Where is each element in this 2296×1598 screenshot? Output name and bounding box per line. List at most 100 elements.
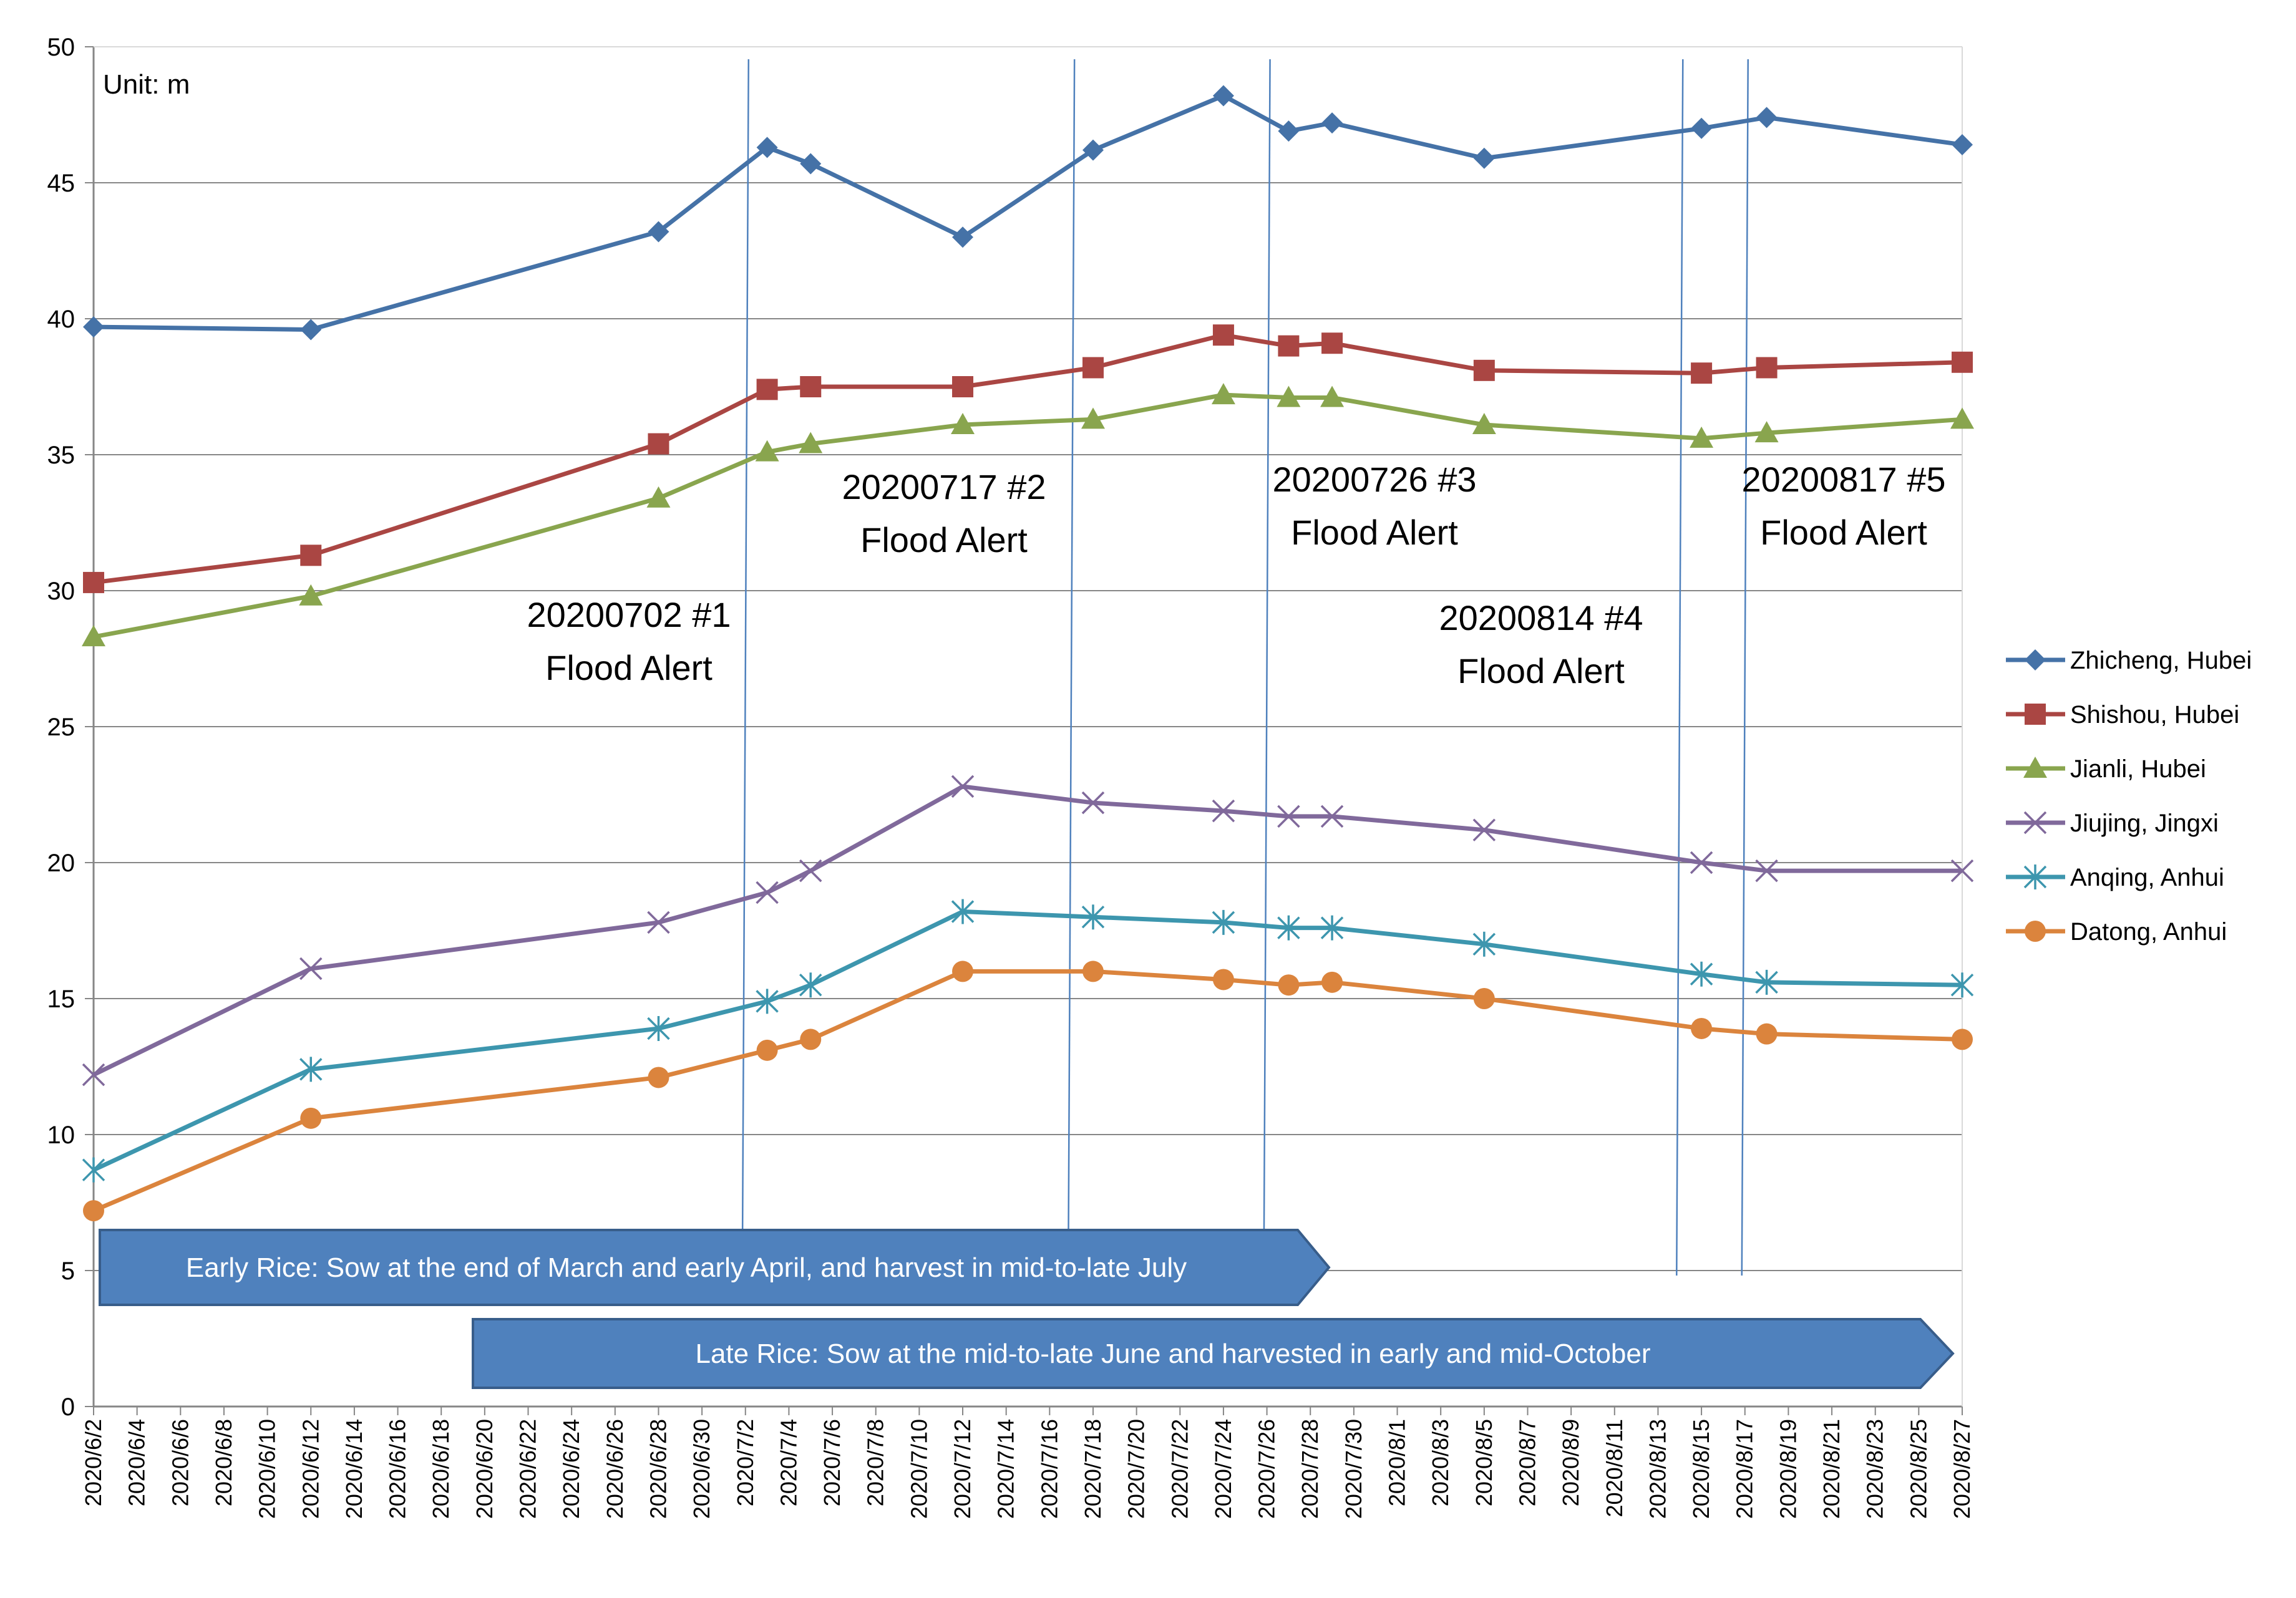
banner-text: Late Rice: Sow at the mid-to-late June a… xyxy=(695,1339,1650,1369)
x-tick-label: 2020/6/26 xyxy=(602,1419,628,1519)
legend-label: Jianli, Hubei xyxy=(2070,755,2206,783)
flood-alert-label-line1: 20200702 #1 xyxy=(527,595,731,634)
x-tick-label: 2020/7/28 xyxy=(1297,1419,1323,1519)
data-point xyxy=(951,413,975,435)
x-tick-label: 2020/7/6 xyxy=(819,1419,845,1506)
x-tick-label: 2020/7/30 xyxy=(1341,1419,1366,1519)
y-tick-label: 45 xyxy=(47,170,75,197)
series-anqing-anhui xyxy=(82,899,1974,1183)
data-point xyxy=(1472,818,1496,841)
x-tick-label: 2020/6/22 xyxy=(515,1419,541,1519)
y-tick-label: 0 xyxy=(61,1393,75,1421)
x-tick-label: 2020/8/1 xyxy=(1384,1419,1410,1506)
legend-entry: Datong, Anhui xyxy=(2006,918,2227,946)
series-line xyxy=(93,392,1963,639)
data-point xyxy=(82,1157,105,1183)
x-tick-label: 2020/7/10 xyxy=(906,1419,932,1519)
data-point xyxy=(2025,921,2046,942)
data-point xyxy=(2025,649,2046,671)
x-tick-label: 2020/7/18 xyxy=(1080,1419,1106,1519)
legend-label: Anqing, Anhui xyxy=(2070,864,2224,891)
x-tick-label: 2020/8/9 xyxy=(1558,1419,1583,1506)
legend-label: Datong, Anhui xyxy=(2070,918,2227,946)
y-tick-label: 10 xyxy=(47,1121,75,1149)
series-shishou-hubei xyxy=(83,324,1973,593)
data-point xyxy=(756,881,779,904)
data-point xyxy=(647,911,670,934)
data-point xyxy=(2025,704,2046,725)
data-point xyxy=(300,545,322,566)
data-point xyxy=(1211,383,1235,405)
data-point xyxy=(300,1107,322,1129)
x-tick-label: 2020/6/14 xyxy=(341,1419,367,1519)
data-point xyxy=(1082,139,1104,161)
series-jiujing-jingxi xyxy=(82,775,1974,1087)
data-point xyxy=(1212,909,1235,935)
data-point xyxy=(648,1067,669,1088)
flood-alert-label-line2: Flood Alert xyxy=(1291,513,1458,552)
flood-alert-label-line2: Flood Alert xyxy=(1760,513,1927,552)
data-point xyxy=(1082,961,1104,982)
data-point xyxy=(1472,413,1496,435)
y-tick-label: 30 xyxy=(47,578,75,605)
x-tick-label: 2020/8/17 xyxy=(1732,1419,1758,1519)
series-lines xyxy=(82,85,1974,1222)
data-point xyxy=(1473,359,1495,381)
data-point xyxy=(1320,385,1345,407)
data-point xyxy=(756,137,778,158)
x-tick-label: 2020/8/25 xyxy=(1905,1419,1931,1519)
data-point xyxy=(1278,120,1300,142)
series-line xyxy=(92,969,1963,1213)
x-tick-label: 2020/8/23 xyxy=(1862,1419,1888,1519)
legend-entry: Anqing, Anhui xyxy=(2006,864,2224,891)
data-point xyxy=(951,775,975,798)
data-point xyxy=(1473,988,1495,1009)
data-point xyxy=(800,153,822,175)
data-point xyxy=(2023,864,2047,889)
x-tick-label: 2020/7/26 xyxy=(1254,1419,1280,1519)
y-tick-label: 15 xyxy=(47,985,75,1013)
series-datong-anhui xyxy=(83,961,1973,1222)
data-point xyxy=(1081,904,1105,930)
flood-alert-line xyxy=(1067,59,1076,1276)
data-point xyxy=(755,440,779,462)
x-tick-label: 2020/8/11 xyxy=(1602,1419,1627,1517)
data-point xyxy=(1754,421,1779,443)
data-point xyxy=(82,1063,105,1087)
data-point xyxy=(299,1057,323,1082)
data-point xyxy=(1691,1017,1713,1039)
rice-season-banner xyxy=(99,1229,1331,1306)
x-tick-label: 2020/7/12 xyxy=(950,1419,975,1519)
data-point xyxy=(756,379,778,400)
flood-alert-line xyxy=(1676,59,1684,1276)
flood-alert-label-line1: 20200726 #3 xyxy=(1272,460,1476,499)
data-point xyxy=(82,625,105,647)
data-point xyxy=(2023,757,2047,778)
x-tick-label: 2020/8/13 xyxy=(1645,1419,1670,1519)
data-point xyxy=(1952,1029,1973,1050)
flood-alert-line xyxy=(1741,59,1749,1276)
flood-alert-labels: 20200702 #1 Flood Alert 20200717 #2 Flood A… xyxy=(527,460,1945,690)
x-tick-label: 2020/6/4 xyxy=(124,1419,150,1506)
data-point xyxy=(1756,357,1778,379)
x-tick-label: 2020/6/8 xyxy=(211,1419,236,1506)
data-point xyxy=(1950,407,1974,429)
x-tick-label: 2020/8/19 xyxy=(1775,1419,1801,1519)
data-point xyxy=(952,376,974,397)
data-point xyxy=(1756,1023,1778,1045)
data-point xyxy=(1950,972,1974,998)
x-tick-label: 2020/6/18 xyxy=(428,1419,454,1519)
y-tick-label: 35 xyxy=(47,442,75,469)
data-point xyxy=(83,1200,104,1222)
y-tick-label: 25 xyxy=(47,714,75,741)
data-point xyxy=(1690,426,1714,448)
x-tick-label: 2020/6/6 xyxy=(167,1419,193,1506)
data-point xyxy=(1320,915,1344,941)
x-tick-label: 2020/6/16 xyxy=(385,1419,411,1519)
data-point xyxy=(1277,915,1300,941)
x-tick-label: 2020/8/27 xyxy=(1949,1419,1975,1519)
data-point xyxy=(648,433,669,455)
x-tick-label: 2020/6/20 xyxy=(472,1419,497,1519)
rice-season-banners: Early Rice: Sow at the end of March and … xyxy=(99,1229,1955,1389)
data-point xyxy=(1952,133,1973,155)
